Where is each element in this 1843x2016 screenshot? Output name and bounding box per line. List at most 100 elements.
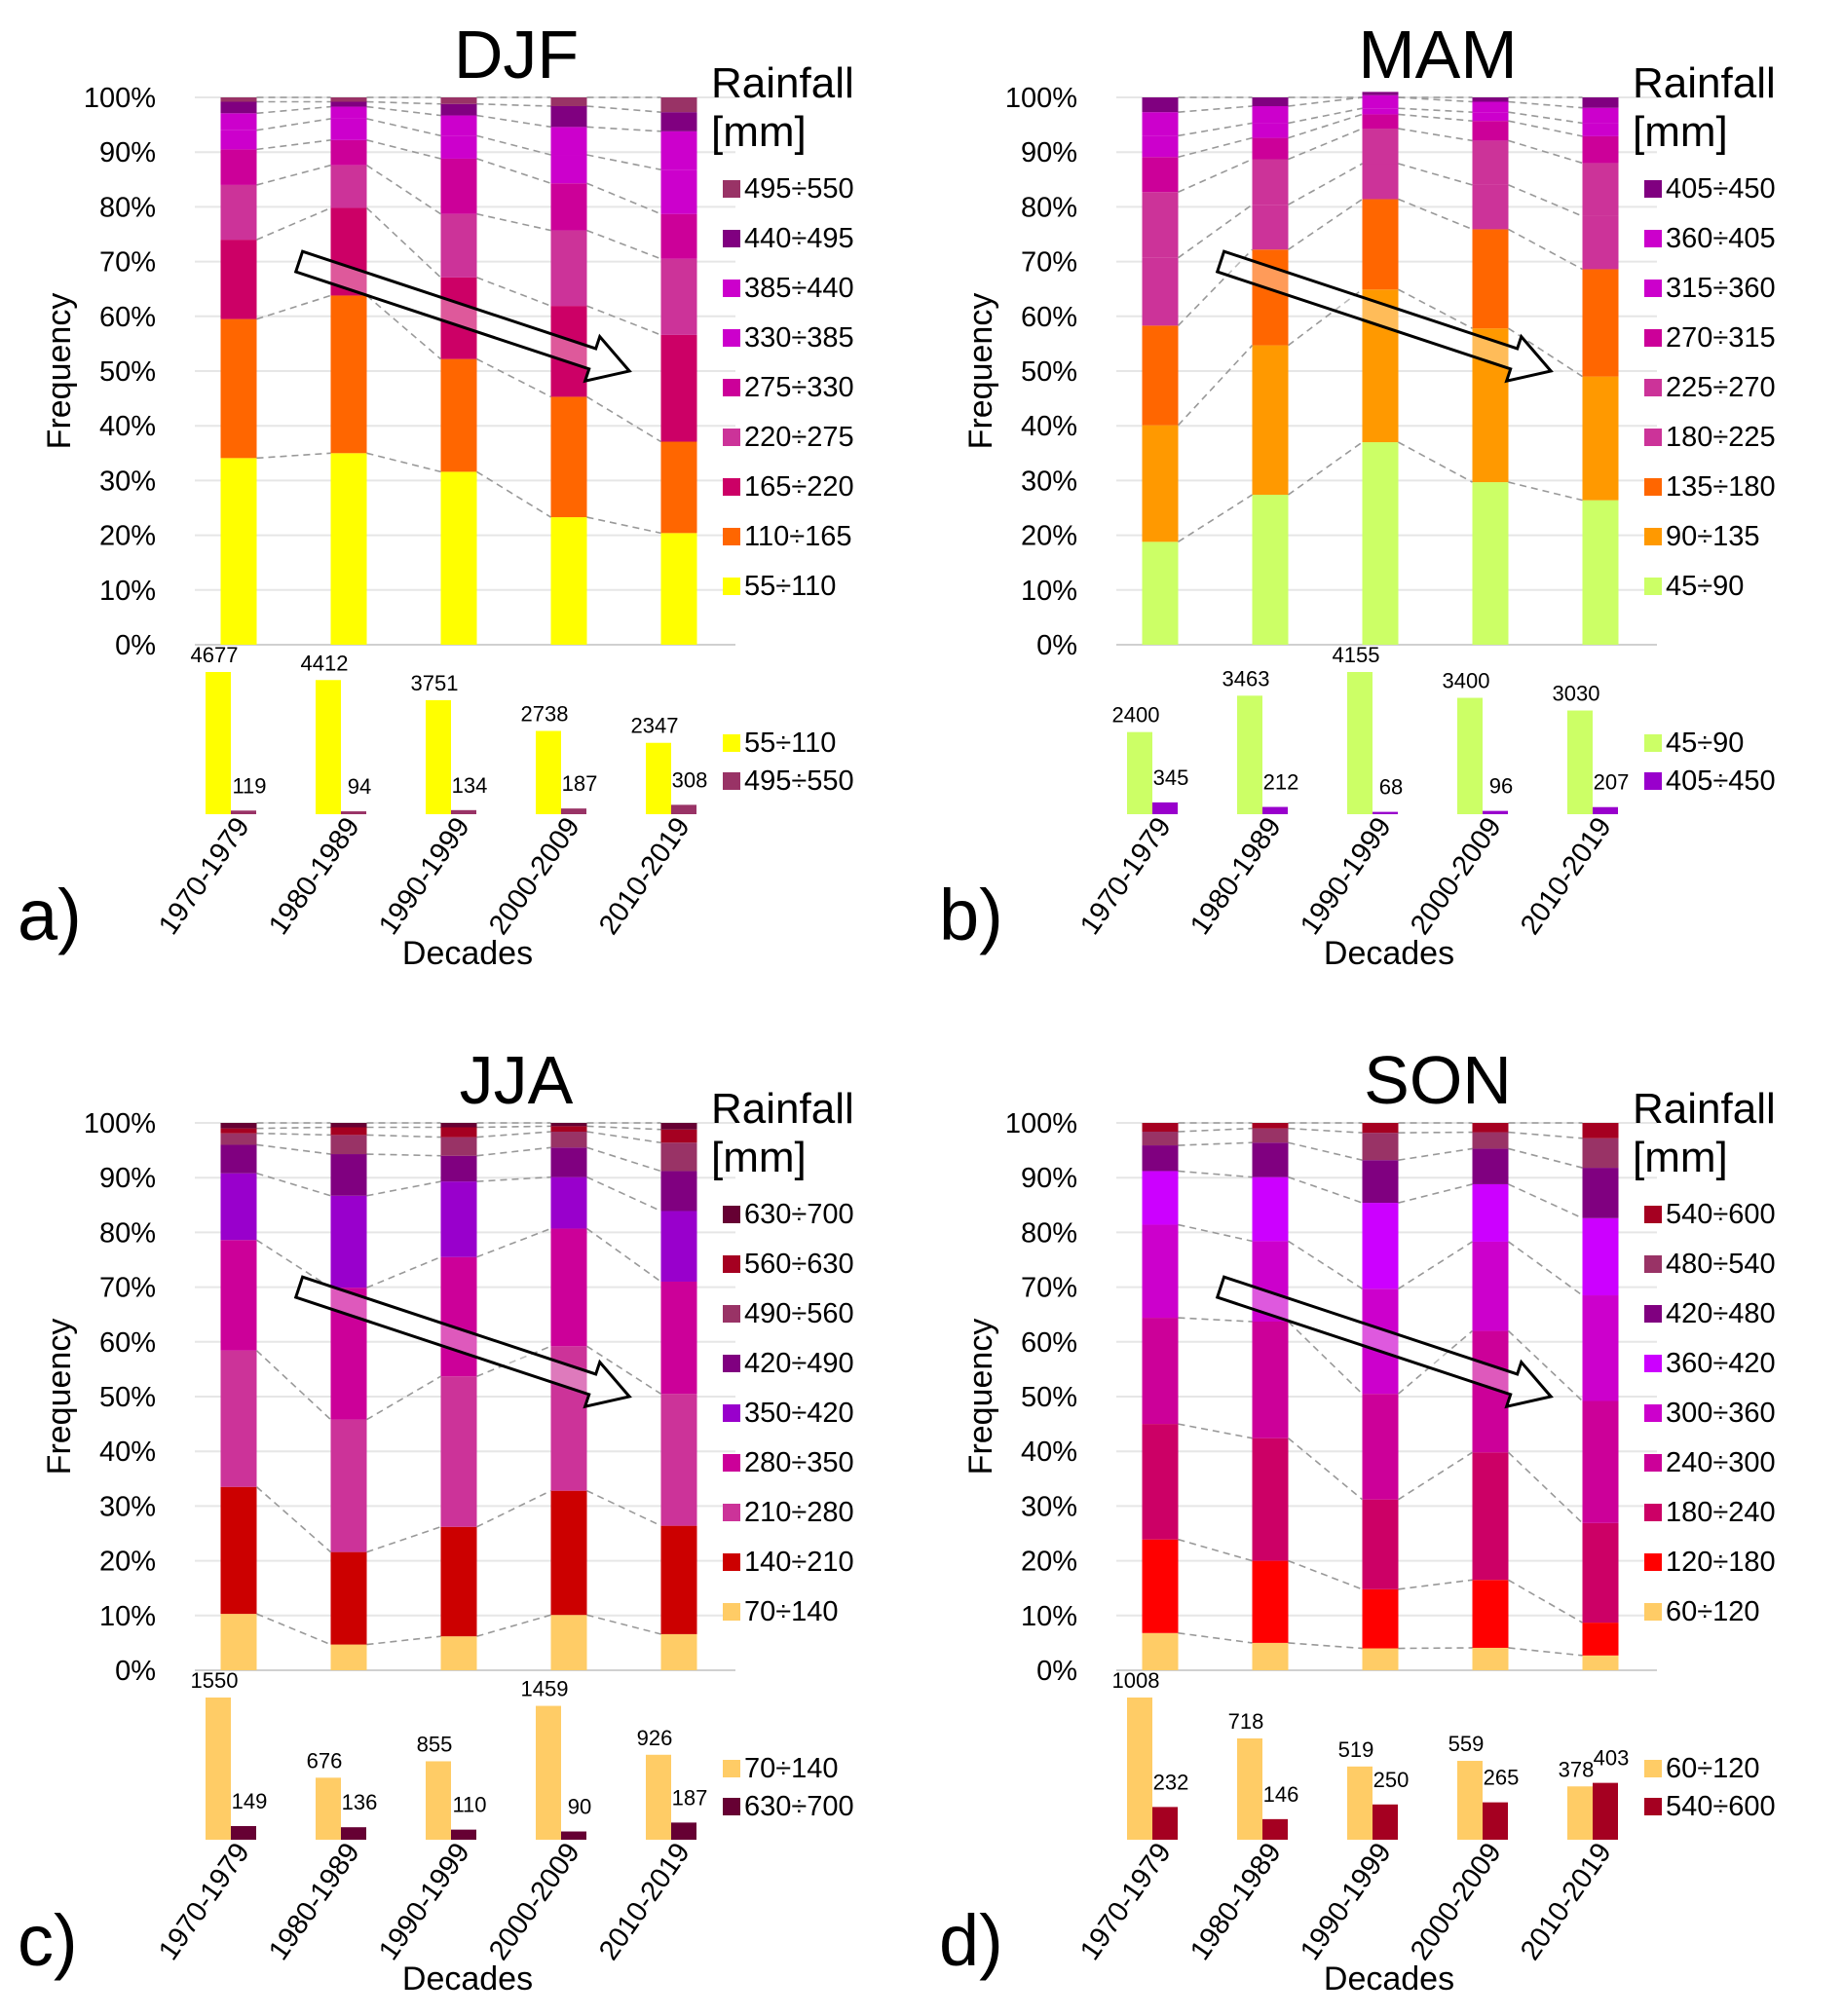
count-bar [1152,802,1178,814]
count-bar [671,1822,696,1840]
legend-label: 630÷700 [744,1199,854,1230]
count-value-label: 207 [1594,770,1630,795]
count-bar [231,1825,256,1840]
y-tick-label: 0% [1036,1656,1077,1687]
legend-label: 300÷360 [1666,1398,1776,1429]
connector-line [586,154,661,170]
connector-line [586,126,661,132]
x-tick-label: 1970-1979 [153,1838,256,1966]
legend-label: 180÷225 [1666,422,1776,453]
y-tick-label: 70% [99,1273,156,1304]
stacked-bar-segment [220,1350,257,1487]
legend-label: 420÷480 [1666,1298,1776,1329]
legend-label: 270÷315 [1666,322,1776,354]
stacked-bar-segment [1362,1499,1399,1589]
stacked-bar-segment [440,158,477,214]
stacked-bar-segment [1472,121,1509,141]
legend-label: 220÷275 [744,422,854,453]
connector-line [1398,1579,1473,1590]
stacked-bar-segment [1472,1647,1509,1670]
legend-swatch [1644,528,1662,545]
y-tick-label: 30% [99,1491,156,1522]
connector-line [1507,1451,1584,1524]
stacked-bar-segment [1582,500,1619,645]
count-value-label: 119 [232,773,266,798]
legend-label: 540÷600 [1666,1199,1776,1230]
count-value-label: 265 [1484,1766,1520,1790]
connector-line [1178,494,1253,543]
count-value-label: 110 [452,1793,486,1817]
y-tick-label: 80% [1021,1217,1077,1249]
count-bar [341,811,366,814]
stacked-bar-segment [1582,1655,1619,1670]
connector-line [476,1345,551,1377]
legend-unit: [mm] [711,1134,807,1181]
y-tick-label: 90% [1021,137,1077,168]
connector-line [1398,128,1473,142]
count-bar [1593,1782,1618,1840]
connector-line [476,1146,551,1157]
connector-line [1508,111,1583,125]
count-value-label: 1008 [1112,1668,1160,1693]
stacked-bar-segment [550,1131,587,1148]
count-bar [1483,810,1508,814]
stacked-bar-segment [660,1394,697,1526]
stacked-bar-segment [660,1633,697,1670]
legend-swatch [1644,1305,1662,1323]
legend-swatch [1644,1553,1662,1571]
connector-line [476,212,551,232]
chart-title: SON [1364,1042,1512,1118]
stacked-bar-segment [550,517,587,645]
stacked-bar-segment [660,112,697,131]
y-axis-label: Frequency [41,293,78,450]
legend-label: 240÷300 [1666,1447,1776,1478]
legend-swatch [1644,578,1662,595]
connector-line [1398,107,1473,113]
count-value-label: 4155 [1333,643,1380,667]
count-bar [1567,1786,1593,1840]
legend-swatch [723,1404,740,1422]
legend-title: Rainfall [711,59,854,107]
legend-swatch [723,1206,740,1223]
y-tick-label: 50% [1021,1382,1077,1413]
stacked-bar-segment [1142,1123,1179,1132]
legend-label: 110÷165 [744,521,852,552]
connector-line [1178,122,1253,137]
stacked-bar-segment [1362,1160,1399,1204]
connector-line [586,305,661,336]
stacked-bar-segment [1142,425,1179,542]
stacked-bar-segment [440,97,477,104]
trend-arrow [293,249,632,384]
connector-line [586,229,661,260]
stacked-bar-segment [550,105,587,128]
stacked-bar-segment [1252,1437,1289,1561]
connector-line [1178,105,1253,113]
count-bar [231,810,256,814]
count-value-label: 2738 [521,702,569,727]
count-bar [451,1829,476,1840]
y-tick-label: 100% [1005,1108,1077,1139]
stacked-bar-segment [550,230,587,307]
x-axis-label: Decades [402,935,533,972]
connector-line [1508,228,1583,271]
stacked-bar-segment [1142,1318,1179,1425]
stacked-bar-segment [1142,325,1179,426]
stacked-bar-segment [1582,1217,1619,1296]
stacked-bar-segment [440,115,477,136]
y-axis-label: Frequency [962,1319,999,1475]
connector-line [1288,1559,1363,1590]
connector-line [476,134,551,156]
connector-line [1288,128,1363,161]
stacked-bar-segment [1142,257,1179,326]
trend-arrow-shape [293,1275,632,1409]
count-bar [1593,806,1618,814]
stacked-bar-segment [660,213,697,259]
legend-swatch [1644,1404,1662,1422]
y-tick-label: 0% [115,630,156,661]
legend-swatch [1644,180,1662,198]
x-tick-label: 1980-1989 [263,812,366,941]
stacked-bar-segment [1142,1131,1179,1146]
connector-line [586,516,661,535]
legend-label: 180÷240 [1666,1497,1776,1528]
legend-title: Rainfall [711,1085,854,1133]
